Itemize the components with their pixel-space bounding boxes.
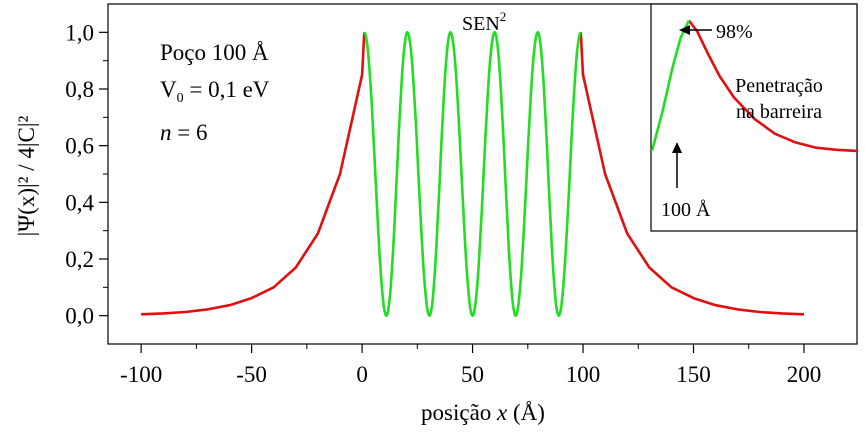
y-axis-label: |Ψ(x)|² / 4|C|²	[14, 116, 39, 237]
sen2-base: SEN	[462, 13, 500, 35]
series-green-sin2	[363, 30, 582, 317]
potential-annotation: V0 = 0,1 eV	[160, 77, 270, 106]
x-axis-label-suffix: (Å)	[507, 400, 545, 425]
x-axis-ticks: -100 -50 0 50 100 150 200	[120, 344, 821, 387]
inset-red-curve	[687, 19, 858, 153]
y-tick-label: 0,4	[65, 190, 94, 215]
x-tick-label: -50	[236, 362, 267, 387]
arrow-100-head	[672, 142, 682, 153]
y-tick-label: 1,0	[65, 20, 94, 45]
sen2-superscript: 2	[500, 9, 507, 24]
x-axis-label: posição x (Å)	[421, 400, 545, 425]
inset-text-line1: Penetração	[735, 75, 823, 97]
x-tick-label: 200	[787, 362, 822, 387]
quantum-number-value: = 6	[172, 120, 208, 145]
x-tick-label: -100	[120, 362, 162, 387]
quantum-number-annotation: n = 6	[160, 120, 207, 145]
x-tick-label: 100	[566, 362, 601, 387]
sen2-annotation: SEN2	[462, 9, 506, 35]
series-red-right	[579, 32, 805, 316]
series-red-left	[141, 32, 366, 316]
inset-label-98: 98%	[716, 21, 753, 43]
potential-subscript: 0	[177, 91, 184, 106]
y-tick-label: 0,6	[65, 134, 94, 159]
x-axis-label-prefix: posição	[421, 400, 497, 425]
inset-label-100: 100 Å	[661, 199, 711, 221]
y-tick-label: 0,8	[65, 77, 94, 102]
x-axis-label-var: x	[496, 400, 508, 425]
series-layer	[141, 30, 805, 317]
y-tick-label: 0,2	[65, 247, 94, 272]
potential-v: V	[160, 77, 177, 102]
y-axis-ticks: 0,0 0,2 0,4 0,6 0,8 1,0	[65, 20, 108, 329]
inset-panel: 98% 100 Å Penetração na barreira	[650, 3, 858, 232]
x-tick-label: 150	[676, 362, 711, 387]
well-width-annotation: Poço 100 Å	[160, 40, 269, 65]
x-tick-label: 50	[461, 362, 484, 387]
y-tick-label: 0,0	[65, 304, 94, 329]
potential-value: = 0,1 eV	[184, 77, 270, 102]
quantum-number-var: n	[160, 120, 172, 145]
arrow-98-head	[679, 25, 690, 35]
inset-text-line2: na barreira	[736, 101, 822, 123]
x-tick-label: 0	[356, 362, 368, 387]
